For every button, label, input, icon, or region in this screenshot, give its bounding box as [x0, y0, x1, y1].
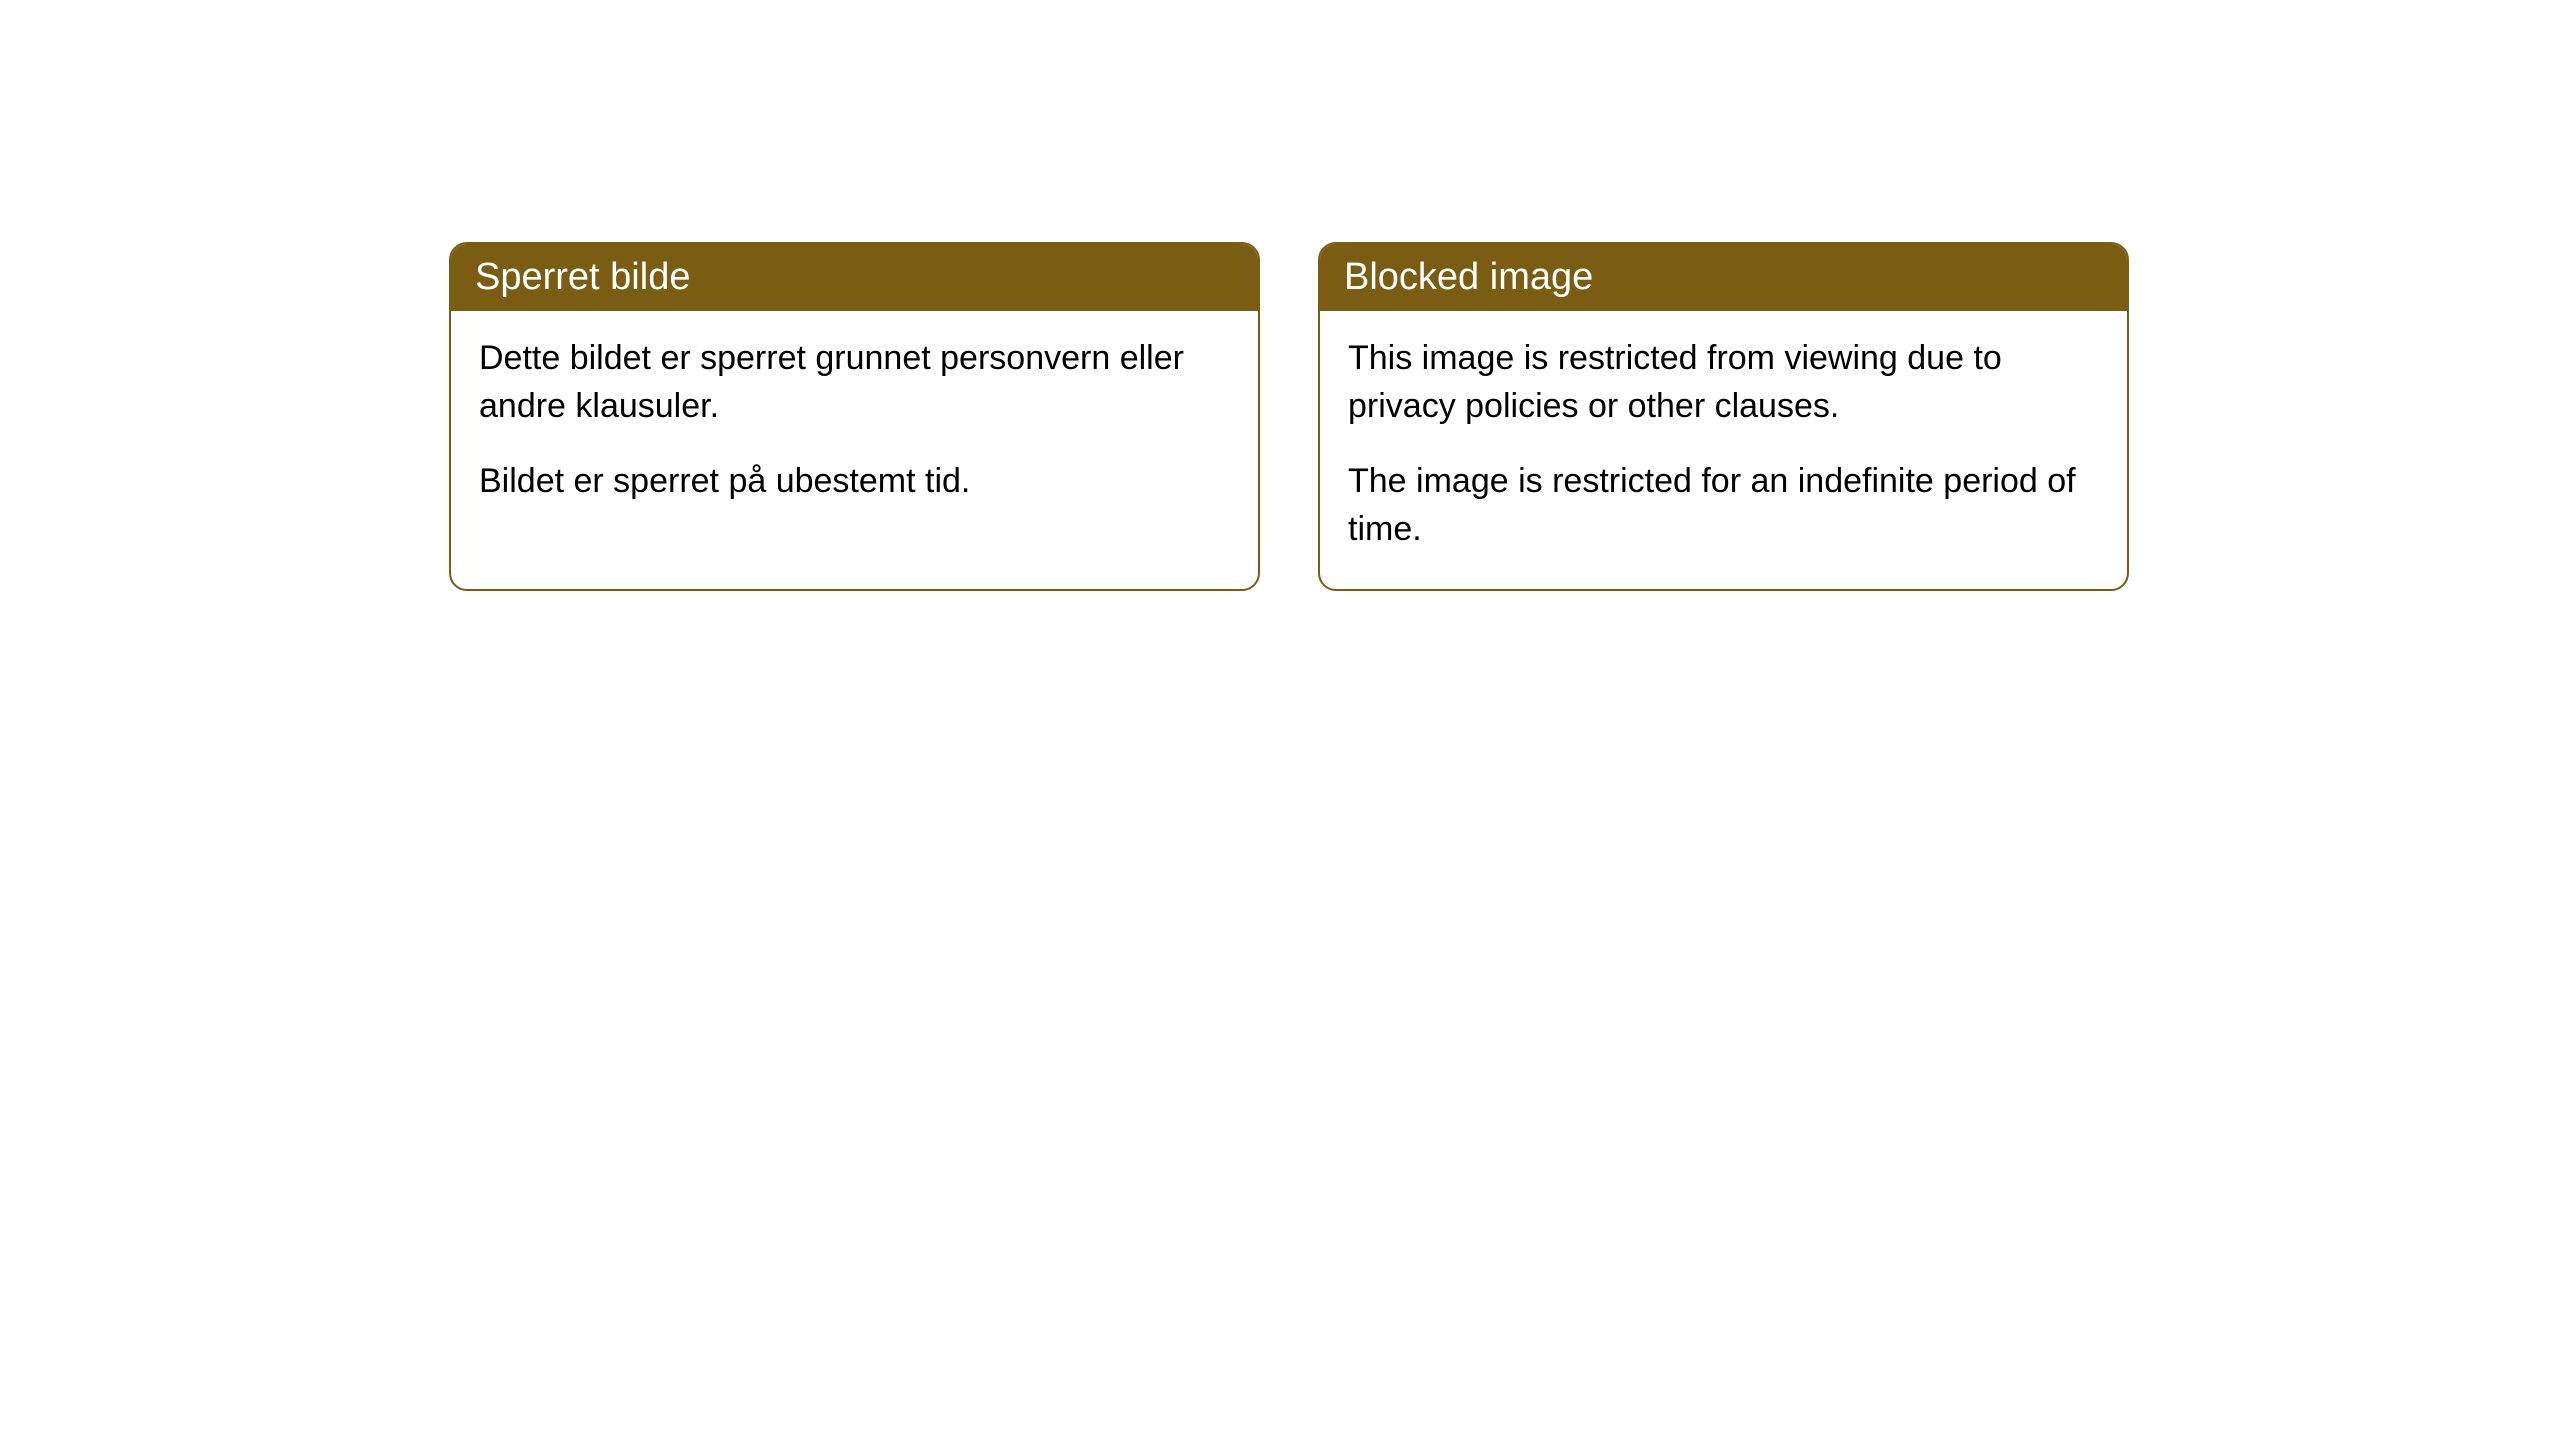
- card-body-english: This image is restricted from viewing du…: [1320, 311, 2127, 589]
- blocked-image-card-english: Blocked image This image is restricted f…: [1318, 242, 2129, 591]
- card-body-norwegian: Dette bildet er sperret grunnet personve…: [451, 311, 1258, 542]
- notice-text-english-2: The image is restricted for an indefinit…: [1348, 458, 2099, 553]
- notice-cards-container: Sperret bilde Dette bildet er sperret gr…: [449, 242, 2129, 591]
- notice-text-english-1: This image is restricted from viewing du…: [1348, 335, 2099, 430]
- card-title-norwegian: Sperret bilde: [451, 244, 1258, 311]
- notice-text-norwegian-1: Dette bildet er sperret grunnet personve…: [479, 335, 1230, 430]
- card-title-english: Blocked image: [1320, 244, 2127, 311]
- notice-text-norwegian-2: Bildet er sperret på ubestemt tid.: [479, 458, 1230, 506]
- blocked-image-card-norwegian: Sperret bilde Dette bildet er sperret gr…: [449, 242, 1260, 591]
